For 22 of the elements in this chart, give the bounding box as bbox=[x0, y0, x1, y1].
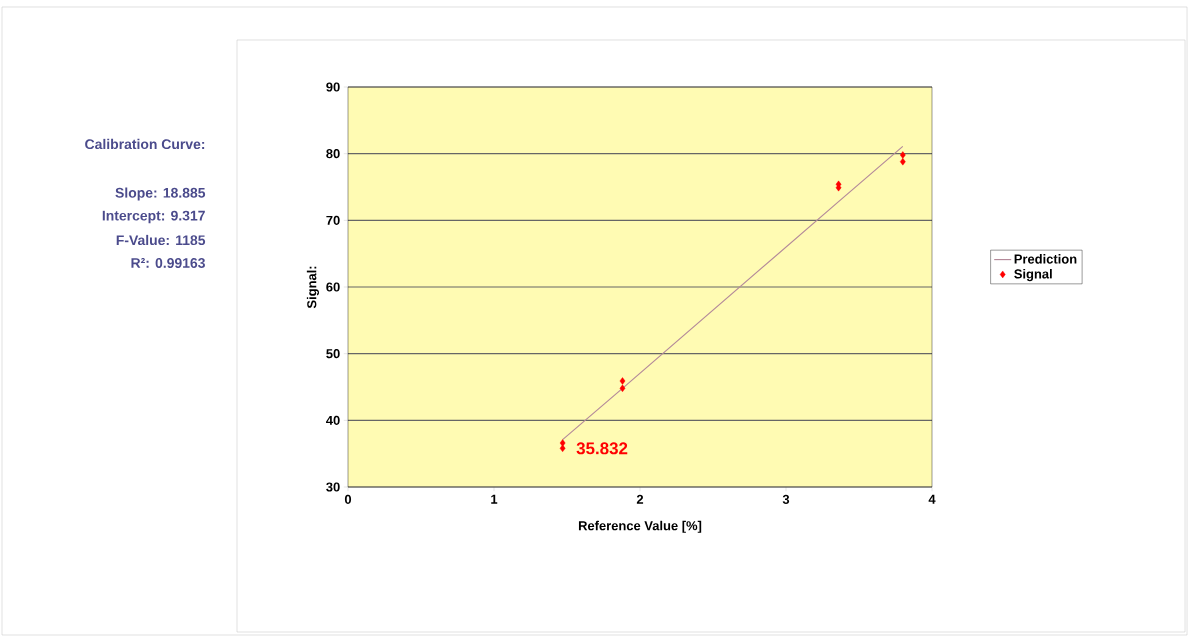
y-axis-title: Signal: bbox=[306, 266, 319, 309]
legend-label: Signal bbox=[1014, 268, 1052, 282]
text: Calibration Curve: bbox=[85, 138, 205, 150]
y-tick-label: 30 bbox=[326, 482, 340, 492]
x-axis-title: Reference Value [%] bbox=[578, 520, 702, 533]
x-tick-label: 2 bbox=[636, 494, 644, 504]
y-tick-label: 70 bbox=[326, 215, 340, 225]
y-tick-label: 60 bbox=[326, 282, 340, 292]
x-tick-label: 0 bbox=[344, 494, 352, 504]
x-tick-label: 4 bbox=[928, 494, 936, 504]
x-tick-label: 3 bbox=[782, 494, 790, 504]
annotation: 35.832 bbox=[576, 442, 628, 455]
y-tick-label: 80 bbox=[326, 149, 340, 159]
legend-label: Prediction bbox=[1014, 254, 1077, 264]
y-tick-label: 90 bbox=[326, 82, 340, 92]
y-tick-label: 50 bbox=[326, 349, 340, 359]
x-tick-label: 1 bbox=[491, 494, 498, 504]
text: F-Value: 1185 bbox=[116, 234, 206, 246]
text: Slope: 18.885 bbox=[115, 187, 206, 201]
text: R²: 0.99163 bbox=[131, 258, 205, 268]
y-tick-label: 40 bbox=[326, 415, 340, 425]
text: Intercept: 9.317 bbox=[102, 210, 205, 224]
